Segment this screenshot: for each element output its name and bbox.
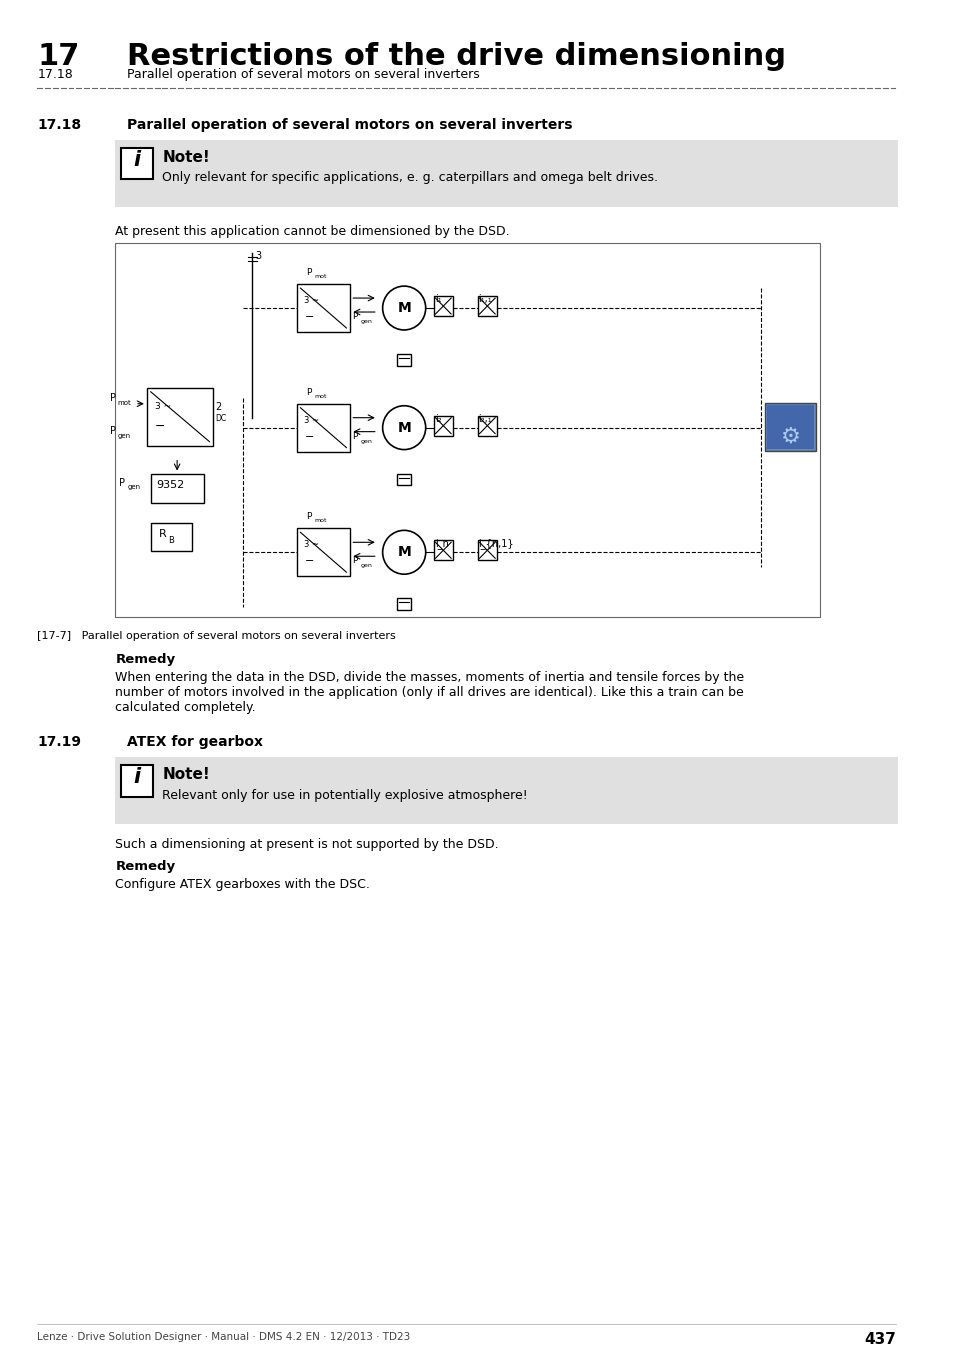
- Text: −: −: [304, 432, 314, 441]
- Bar: [396, 474, 411, 486]
- Text: P: P: [352, 312, 357, 321]
- Text: Restrictions of the drive dimensioning: Restrictions of the drive dimensioning: [127, 42, 785, 70]
- Text: mot: mot: [314, 274, 326, 279]
- Bar: [433, 416, 453, 436]
- Text: P: P: [119, 478, 125, 487]
- Text: M: M: [396, 545, 411, 559]
- Text: −: −: [154, 420, 165, 433]
- Text: number of motors involved in the application (only if all drives are identical).: number of motors involved in the applica…: [115, 686, 743, 699]
- Text: 3 ~: 3 ~: [304, 416, 319, 425]
- Text: 17: 17: [37, 42, 79, 70]
- Bar: [396, 354, 411, 366]
- Bar: [121, 147, 152, 180]
- Bar: [433, 296, 453, 316]
- Text: DC: DC: [215, 413, 226, 423]
- Text: Remedy: Remedy: [115, 860, 175, 873]
- Text: calculated completely.: calculated completely.: [115, 701, 255, 714]
- Text: 2: 2: [215, 402, 221, 412]
- Text: i: i: [133, 150, 140, 170]
- Text: M: M: [396, 421, 411, 435]
- Bar: [115, 756, 898, 825]
- Bar: [151, 474, 203, 504]
- Text: P: P: [110, 425, 115, 436]
- Text: Configure ATEX gearboxes with the DSC.: Configure ATEX gearboxes with the DSC.: [115, 879, 370, 891]
- Bar: [396, 598, 411, 610]
- Text: Remedy: Remedy: [115, 653, 175, 666]
- Text: i_n: i_n: [435, 539, 449, 549]
- Text: i₂: i₂: [435, 413, 441, 424]
- Text: gen: gen: [359, 439, 372, 444]
- Text: Note!: Note!: [162, 150, 210, 165]
- Text: i_{n,1}: i_{n,1}: [478, 539, 514, 549]
- Bar: [296, 404, 350, 452]
- Text: R: R: [158, 529, 166, 540]
- Text: P: P: [352, 556, 357, 566]
- Text: 9352: 9352: [156, 481, 185, 490]
- Text: B: B: [168, 536, 174, 545]
- Bar: [147, 387, 213, 446]
- Text: Relevant only for use in potentially explosive atmosphere!: Relevant only for use in potentially exp…: [162, 788, 528, 802]
- Text: P: P: [306, 269, 312, 277]
- Text: 17.18: 17.18: [37, 117, 81, 132]
- Text: M: M: [396, 301, 411, 315]
- Text: Such a dimensioning at present is not supported by the DSD.: Such a dimensioning at present is not su…: [115, 838, 498, 852]
- Text: mot: mot: [314, 518, 326, 524]
- Text: 3 ~: 3 ~: [304, 296, 319, 305]
- Text: 3 ~: 3 ~: [154, 402, 171, 410]
- Text: 437: 437: [863, 1332, 896, 1347]
- Text: gen: gen: [127, 485, 140, 490]
- Bar: [764, 402, 816, 451]
- Text: i₁,₁: i₁,₁: [478, 294, 492, 304]
- Bar: [115, 139, 898, 208]
- Text: −: −: [304, 312, 314, 323]
- Bar: [121, 764, 152, 796]
- Bar: [477, 296, 497, 316]
- Text: 3 ~: 3 ~: [304, 540, 319, 549]
- Text: mot: mot: [314, 394, 326, 398]
- Text: Only relevant for specific applications, e. g. caterpillars and omega belt drive: Only relevant for specific applications,…: [162, 171, 658, 185]
- Bar: [433, 540, 453, 560]
- Text: P: P: [306, 387, 312, 397]
- Text: gen: gen: [359, 319, 372, 324]
- Text: [17-7]   Parallel operation of several motors on several inverters: [17-7] Parallel operation of several mot…: [37, 630, 395, 641]
- Text: Parallel operation of several motors on several inverters: Parallel operation of several motors on …: [127, 117, 572, 132]
- Text: 3: 3: [255, 251, 261, 261]
- Text: gen: gen: [117, 432, 131, 439]
- Text: i: i: [133, 767, 140, 787]
- Text: i₂,₁: i₂,₁: [478, 413, 492, 424]
- Bar: [477, 416, 497, 436]
- Text: 17.19: 17.19: [37, 734, 81, 749]
- Text: 17.18: 17.18: [37, 68, 72, 81]
- Bar: [115, 243, 820, 617]
- Text: i₁: i₁: [435, 294, 441, 304]
- Bar: [296, 528, 350, 576]
- Text: Note!: Note!: [162, 767, 210, 782]
- Bar: [296, 284, 350, 332]
- Text: P: P: [306, 513, 312, 521]
- Bar: [766, 405, 813, 448]
- Text: P: P: [352, 432, 357, 440]
- Bar: [477, 540, 497, 560]
- Text: When entering the data in the DSD, divide the masses, moments of inertia and ten: When entering the data in the DSD, divid…: [115, 671, 744, 684]
- Bar: [151, 524, 192, 551]
- Text: ATEX for gearbox: ATEX for gearbox: [127, 734, 263, 749]
- Text: mot: mot: [117, 400, 132, 406]
- Text: At present this application cannot be dimensioned by the DSD.: At present this application cannot be di…: [115, 225, 510, 239]
- Text: Parallel operation of several motors on several inverters: Parallel operation of several motors on …: [127, 68, 479, 81]
- Text: Lenze · Drive Solution Designer · Manual · DMS 4.2 EN · 12/2013 · TD23: Lenze · Drive Solution Designer · Manual…: [37, 1332, 410, 1342]
- Text: ⚙: ⚙: [780, 427, 800, 447]
- Text: gen: gen: [359, 563, 372, 568]
- Text: −: −: [304, 556, 314, 566]
- Text: P: P: [110, 393, 115, 402]
